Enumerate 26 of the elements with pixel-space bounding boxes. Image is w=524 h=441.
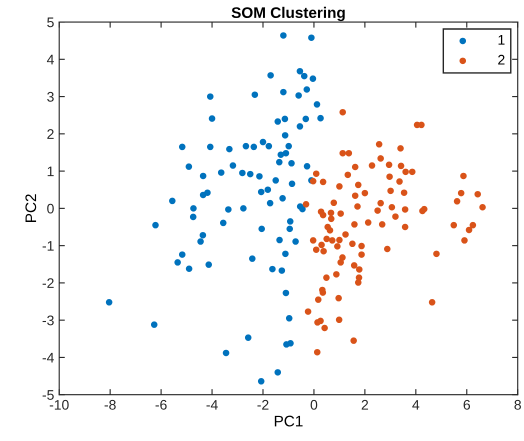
x-tick-label: -8 bbox=[104, 400, 116, 410]
x-axis-title: PC1 bbox=[274, 416, 303, 427]
x-tick-label: 2 bbox=[362, 400, 368, 410]
y-tick-label: -4 bbox=[42, 352, 54, 362]
y-tick-label: -1 bbox=[42, 241, 54, 251]
y-tick-label: -5 bbox=[42, 390, 54, 400]
legend-label: 2 bbox=[498, 54, 505, 65]
chart-title: SOM Clustering bbox=[232, 6, 345, 22]
legend-label: 1 bbox=[498, 35, 505, 45]
y-tick-label: 1 bbox=[48, 166, 54, 176]
y-tick-label: 5 bbox=[47, 18, 54, 28]
y-axis-title: PC2 bbox=[25, 194, 36, 222]
x-tick-label: 0 bbox=[310, 400, 318, 410]
y-tick-label: -2 bbox=[42, 278, 54, 288]
y-tick-label: 2 bbox=[47, 129, 54, 139]
y-tick-label: 4 bbox=[46, 54, 54, 64]
x-tick-label: 6 bbox=[464, 400, 470, 410]
y-tick-label: 0 bbox=[47, 204, 54, 214]
x-tick-label: -4 bbox=[206, 400, 218, 410]
y-tick-label: -3 bbox=[42, 316, 54, 326]
x-tick-label: -2 bbox=[257, 400, 268, 410]
y-tick-label: 3 bbox=[47, 92, 54, 102]
x-tick-label: -6 bbox=[156, 400, 167, 410]
x-tick-label: 4 bbox=[412, 400, 420, 410]
x-tick-label: -10 bbox=[50, 400, 69, 410]
x-tick-label: 8 bbox=[514, 400, 521, 410]
